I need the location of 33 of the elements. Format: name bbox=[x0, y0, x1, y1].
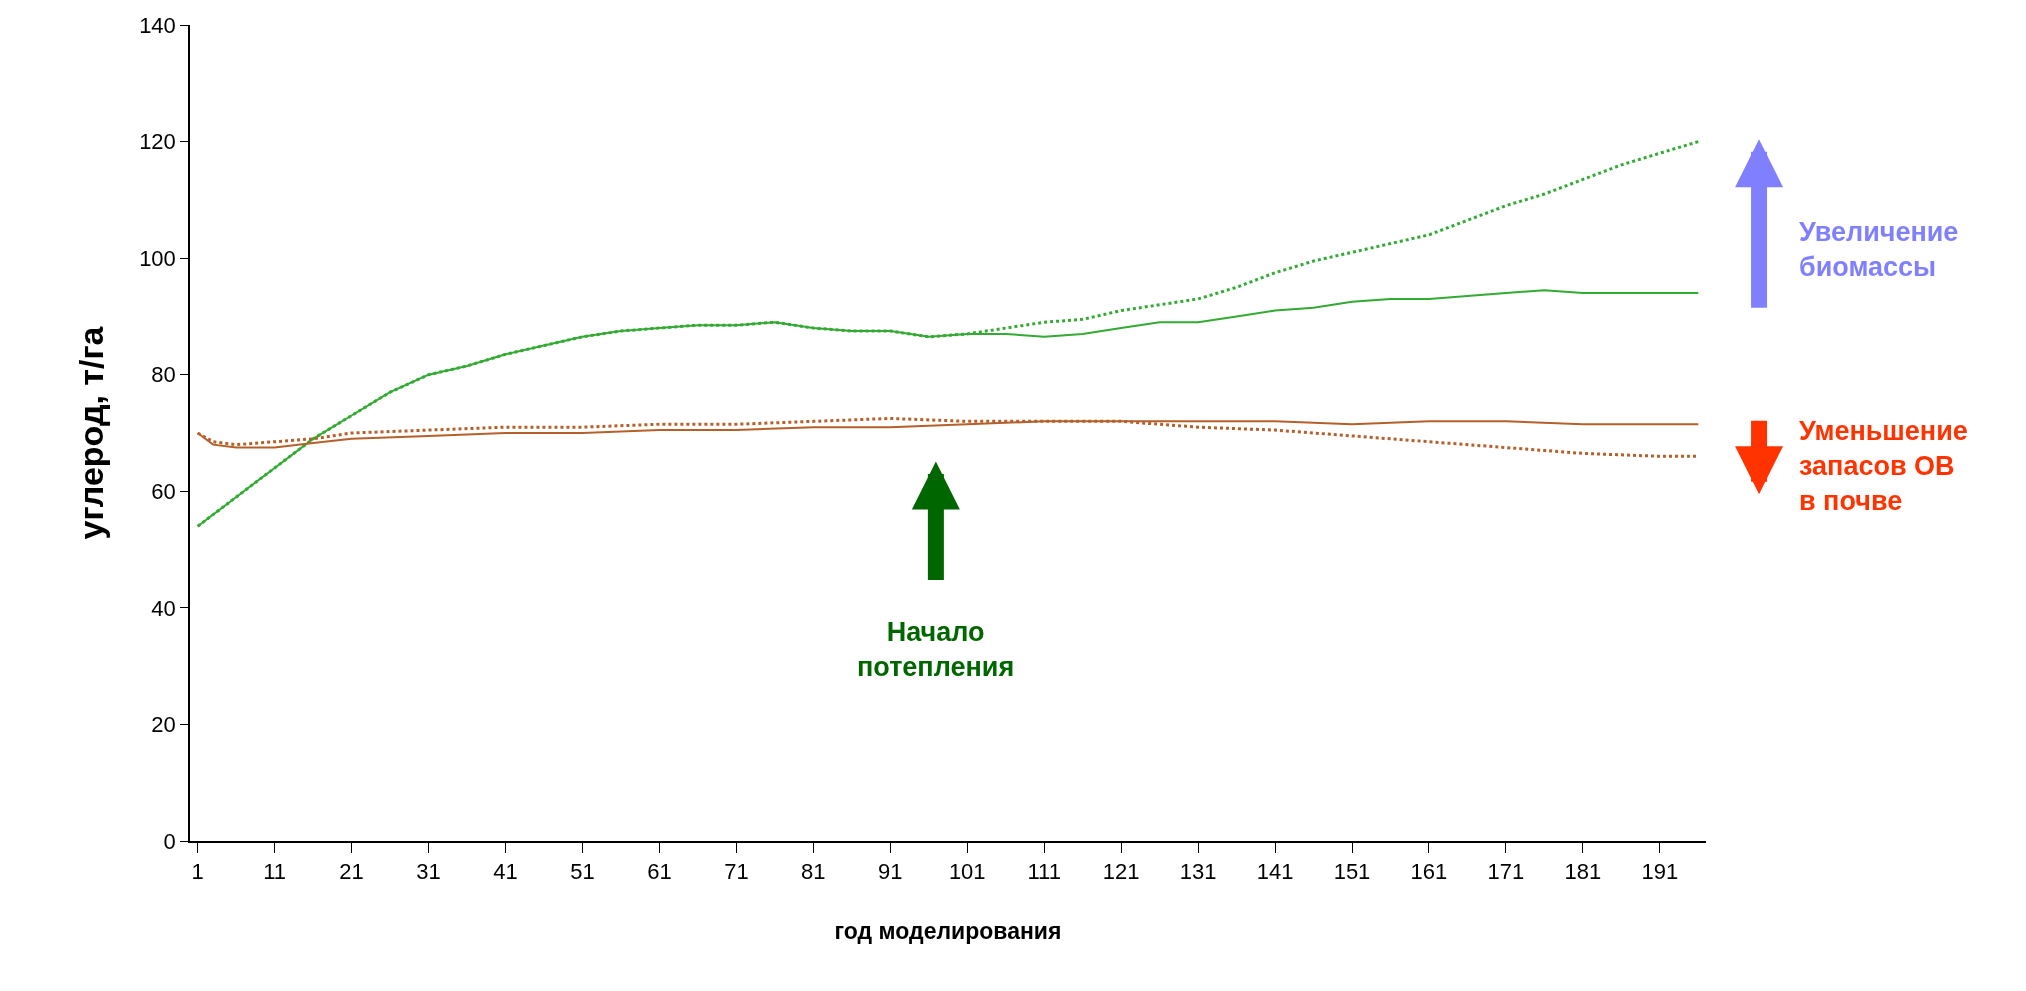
x-tick-label: 61 bbox=[647, 859, 672, 885]
x-tick-label: 51 bbox=[570, 859, 595, 885]
x-tick-label: 81 bbox=[801, 859, 826, 885]
x-tick-label: 151 bbox=[1333, 859, 1371, 885]
x-tick-label: 171 bbox=[1487, 859, 1525, 885]
y-tick-label: 0 bbox=[163, 828, 176, 854]
text: Увеличение биомассы bbox=[1799, 217, 1959, 283]
x-tick-label: 181 bbox=[1564, 859, 1602, 885]
y-tick-label: 60 bbox=[151, 478, 176, 504]
x-axis-title: год моделирования bbox=[834, 918, 1062, 945]
y-axis-title: углерод, т/га bbox=[72, 325, 111, 540]
y-tick-label: 80 bbox=[151, 362, 176, 388]
x-tick-label: 71 bbox=[724, 859, 749, 885]
x-tick-label: 111 bbox=[1027, 859, 1061, 885]
x-tick-label: 101 bbox=[948, 859, 986, 885]
y-tick-label: 100 bbox=[139, 245, 176, 271]
x-tick-label: 141 bbox=[1256, 859, 1294, 885]
x-tick-label: 121 bbox=[1102, 859, 1140, 885]
x-tick-label: 91 bbox=[878, 859, 903, 885]
y-tick-label: 40 bbox=[151, 595, 176, 621]
annotation: Начало потепления bbox=[857, 617, 1015, 683]
y-tick-label: 120 bbox=[139, 129, 176, 155]
x-tick-label: 1 bbox=[191, 859, 204, 885]
x-tick-label: 191 bbox=[1641, 859, 1679, 885]
text: Уменьшение запасов ОВ в почве bbox=[1799, 416, 1968, 517]
x-tick-label: 161 bbox=[1410, 859, 1448, 885]
x-tick-label: 31 bbox=[416, 859, 441, 885]
x-tick-label: 21 bbox=[339, 859, 364, 885]
x-tick-label: 11 bbox=[263, 859, 287, 885]
x-tick-label: 131 bbox=[1179, 859, 1217, 885]
y-tick-label: 140 bbox=[139, 12, 176, 38]
y-tick-label: 20 bbox=[151, 712, 176, 738]
x-tick-label: 41 bbox=[493, 859, 518, 885]
